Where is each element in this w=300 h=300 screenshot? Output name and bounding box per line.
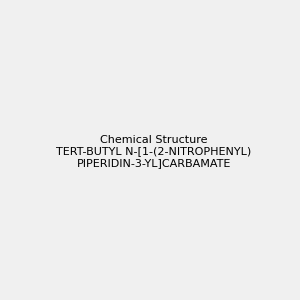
Text: Chemical Structure
TERT-BUTYL N-[1-(2-NITROPHENYL)
PIPERIDIN-3-YL]CARBAMATE: Chemical Structure TERT-BUTYL N-[1-(2-NI… (56, 135, 251, 168)
